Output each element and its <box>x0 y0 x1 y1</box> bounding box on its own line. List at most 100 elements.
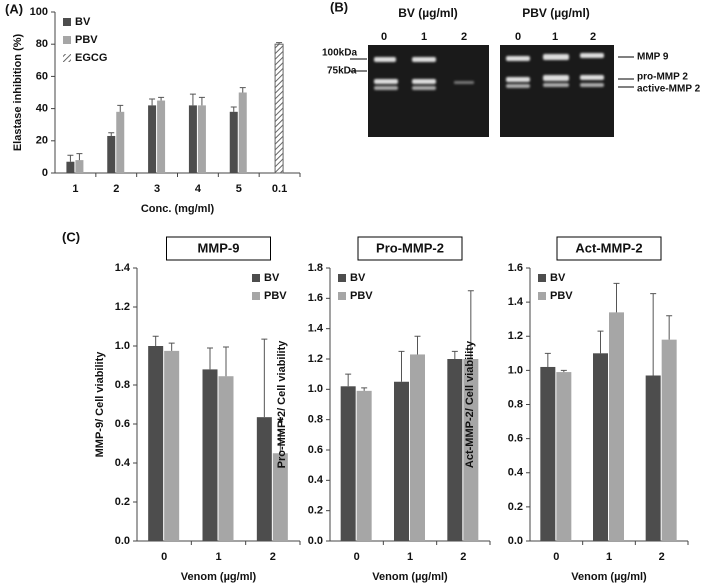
y-tick-label: 20 <box>36 135 48 147</box>
bar <box>107 135 116 173</box>
y-tick-label: 1.0 <box>115 340 130 352</box>
y-tick-label: 0.6 <box>115 418 130 430</box>
error-bar <box>345 373 352 387</box>
y-tick-label: 0.4 <box>308 474 324 486</box>
x-tick-label: 2 <box>659 551 665 563</box>
x-tick-label: 2 <box>460 551 466 563</box>
y-tick-label: 1.2 <box>308 353 323 365</box>
error-bar <box>261 338 268 418</box>
panel-label: (A) <box>5 1 23 16</box>
error-bar <box>168 342 175 351</box>
bar <box>340 386 356 541</box>
bar <box>540 366 556 541</box>
bar <box>661 339 677 541</box>
marker-label: 100kDa <box>322 48 357 59</box>
y-tick-label: 1.2 <box>508 330 523 342</box>
legend-label: PBV <box>550 290 573 302</box>
y-tick-label: 0.0 <box>508 535 523 547</box>
lane-label: 0 <box>515 31 521 43</box>
error-bar <box>207 347 213 370</box>
chart-title: Act-MMP-2 <box>575 240 642 255</box>
y-tick-label: 80 <box>36 38 48 50</box>
legend-swatch <box>252 292 260 300</box>
error-bar <box>277 429 284 454</box>
legend-label: PBV <box>350 290 373 302</box>
legend-swatch <box>338 292 346 300</box>
y-tick-label: 1.0 <box>308 383 323 395</box>
error-bar <box>467 290 474 359</box>
error-bar <box>108 132 115 136</box>
x-tick-label: 1 <box>215 551 221 563</box>
error-bar <box>398 350 405 382</box>
legend-swatch <box>63 18 71 26</box>
bar <box>148 346 164 541</box>
lane-label: 0 <box>381 31 387 43</box>
error-bar <box>560 369 567 373</box>
bar <box>556 372 572 541</box>
y-tick-label: 1.4 <box>308 323 324 335</box>
gel-group: BV (µg/ml) <box>398 6 458 20</box>
x-tick-label: 3 <box>154 183 160 195</box>
band-label: active-MMP 2 <box>637 84 701 95</box>
error-bar <box>189 93 196 106</box>
y-tick-label: 0.4 <box>508 467 524 479</box>
x-axis-label: Venom (µg/ml) <box>571 571 647 583</box>
error-bar <box>650 293 657 376</box>
y-tick-label: 0.2 <box>308 505 323 517</box>
legend-swatch <box>538 292 546 300</box>
bar <box>157 100 166 173</box>
bar <box>394 381 409 541</box>
legend-label: EGCG <box>75 52 107 64</box>
y-tick-label: 0.6 <box>508 433 523 445</box>
y-tick-label: 0.4 <box>115 457 131 469</box>
bar <box>218 376 234 541</box>
bar <box>645 375 661 541</box>
error-bar <box>158 96 165 101</box>
y-tick-label: 0.2 <box>115 496 130 508</box>
bar <box>164 350 180 541</box>
lane-label: 1 <box>421 31 427 43</box>
x-tick-label: 5 <box>236 183 242 195</box>
y-axis-label: Act-MMP-2/ Cell viability <box>464 340 476 468</box>
x-tick-label: 1 <box>72 183 78 195</box>
chart-title: MMP-9 <box>198 240 240 255</box>
y-tick-label: 1.2 <box>115 301 130 313</box>
gel-group: PBV (µg/ml) <box>522 6 590 20</box>
legend-label: BV <box>550 272 566 284</box>
error-bar <box>198 96 205 106</box>
y-tick-label: 1.0 <box>508 364 523 376</box>
y-tick-label: 100 <box>30 6 48 18</box>
y-tick-label: 0.0 <box>115 535 130 547</box>
legend-swatch <box>538 274 546 282</box>
y-tick-label: 0.8 <box>115 379 130 391</box>
x-tick-label: 1 <box>606 551 612 563</box>
lane-label: 1 <box>552 31 558 43</box>
y-tick-label: 1.6 <box>508 262 523 274</box>
bar <box>238 92 247 173</box>
lane-label: 2 <box>461 31 467 43</box>
y-tick-label: 1.6 <box>308 292 323 304</box>
error-bar <box>597 330 604 354</box>
bar <box>463 359 479 541</box>
title-box <box>556 236 662 261</box>
error-bar <box>414 335 421 355</box>
y-axis-label: Pro-MMP-2/ Cell viability <box>276 340 288 469</box>
band-label: pro-MMP 2 <box>637 72 688 83</box>
x-axis-label: Venom (µg/ml) <box>181 571 257 583</box>
error-bar <box>666 315 673 340</box>
panel-label: (B) <box>330 0 348 14</box>
bar <box>447 359 463 541</box>
x-tick-label: 0 <box>354 551 360 563</box>
legend-swatch <box>338 274 346 282</box>
x-tick-label: 2 <box>270 551 276 563</box>
bar <box>229 111 238 173</box>
x-tick-label: 0 <box>161 551 167 563</box>
error-bar <box>451 350 458 359</box>
bar <box>593 353 608 541</box>
legend-swatch <box>63 54 71 62</box>
y-tick-label: 0.2 <box>508 501 523 513</box>
bar <box>256 417 272 541</box>
error-bar <box>544 352 551 367</box>
error-bar <box>76 153 83 161</box>
